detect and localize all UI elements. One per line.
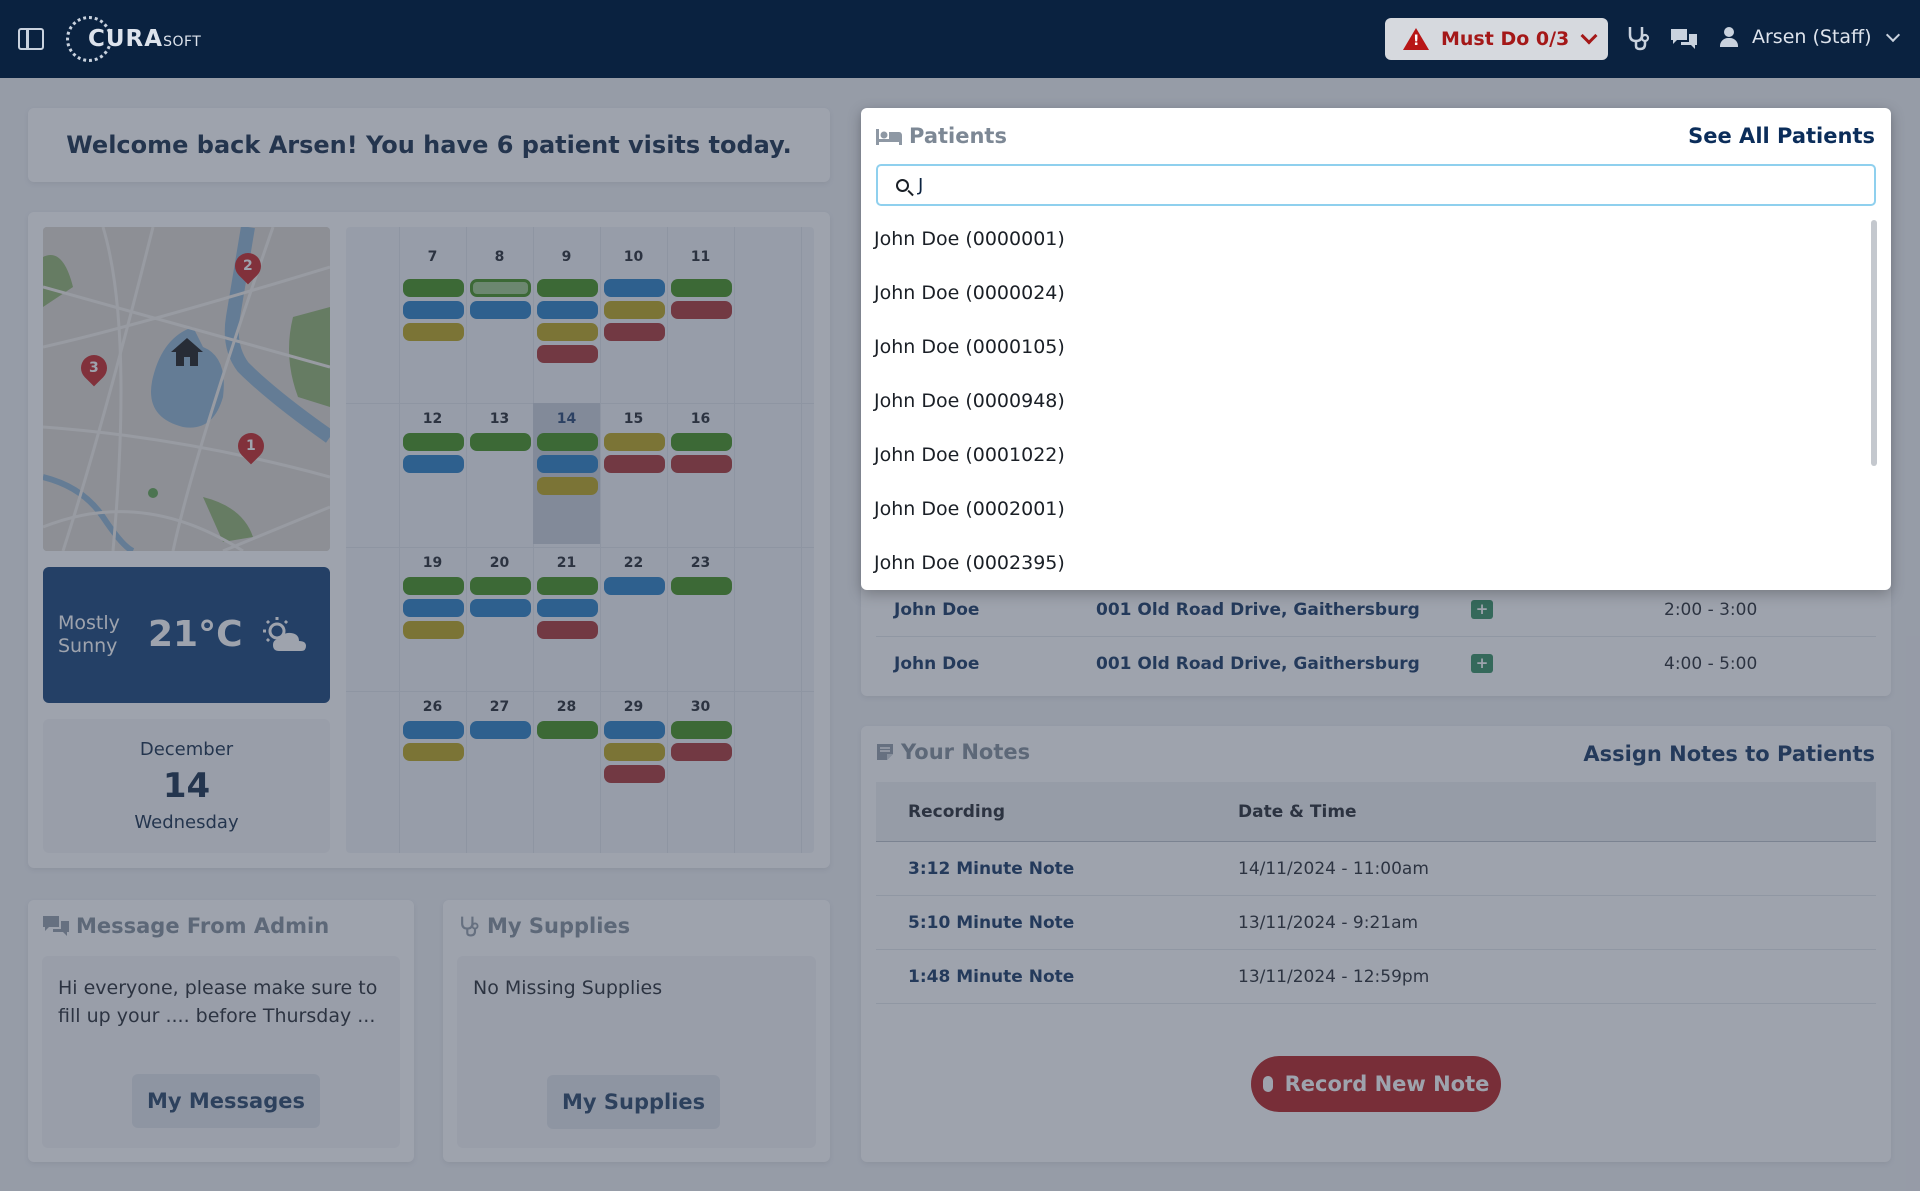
bed-icon	[876, 129, 902, 145]
patient-result-item[interactable]: John Doe (0002001)	[874, 498, 1065, 520]
logo-text: CURASOFT	[88, 26, 201, 52]
chevron-down-icon	[1580, 27, 1598, 45]
logo-ring-icon	[66, 16, 112, 62]
warning-icon: !	[1403, 28, 1429, 50]
patient-result-item[interactable]: John Doe (0000001)	[874, 228, 1065, 250]
patient-result-item[interactable]: John Doe (0000105)	[874, 336, 1065, 358]
top-bar: CURASOFT ! Must Do 0/3 Arsen (Staff)	[0, 0, 1920, 78]
patient-results-list: John Doe (0000001) John Doe (0000024) Jo…	[861, 212, 1891, 590]
user-name: Arsen (Staff)	[1752, 26, 1872, 48]
patient-result-item[interactable]: John Doe (0000948)	[874, 390, 1065, 412]
curasoft-logo[interactable]: CURASOFT	[66, 14, 201, 64]
results-scrollbar[interactable]	[1871, 220, 1877, 466]
search-input-value[interactable]: J	[918, 174, 924, 196]
user-icon	[1720, 27, 1738, 47]
patient-result-item[interactable]: John Doe (0000024)	[874, 282, 1065, 304]
patient-search-popover: Patients See All Patients J John Doe (00…	[861, 108, 1891, 590]
patient-search-input[interactable]: J	[876, 164, 1876, 206]
search-icon	[896, 178, 909, 192]
logo-main-text: CURA	[88, 26, 164, 52]
user-menu[interactable]: Arsen (Staff)	[1720, 26, 1900, 48]
card-title-text: Patients	[909, 124, 1007, 148]
patients-title: Patients	[875, 124, 1007, 148]
see-all-patients-link[interactable]: See All Patients	[1688, 124, 1875, 148]
stethoscope-icon[interactable]	[1626, 24, 1650, 52]
chat-icon[interactable]	[1670, 28, 1698, 50]
sidebar-toggle-icon[interactable]	[18, 28, 44, 50]
patient-result-item[interactable]: John Doe (0001022)	[874, 444, 1065, 466]
patient-result-item[interactable]: John Doe (0002395)	[874, 552, 1065, 574]
must-do-button[interactable]: ! Must Do 0/3	[1385, 18, 1608, 60]
must-do-label: Must Do 0/3	[1441, 28, 1570, 50]
chevron-down-icon	[1885, 27, 1900, 42]
logo-sub-text: SOFT	[163, 34, 202, 50]
